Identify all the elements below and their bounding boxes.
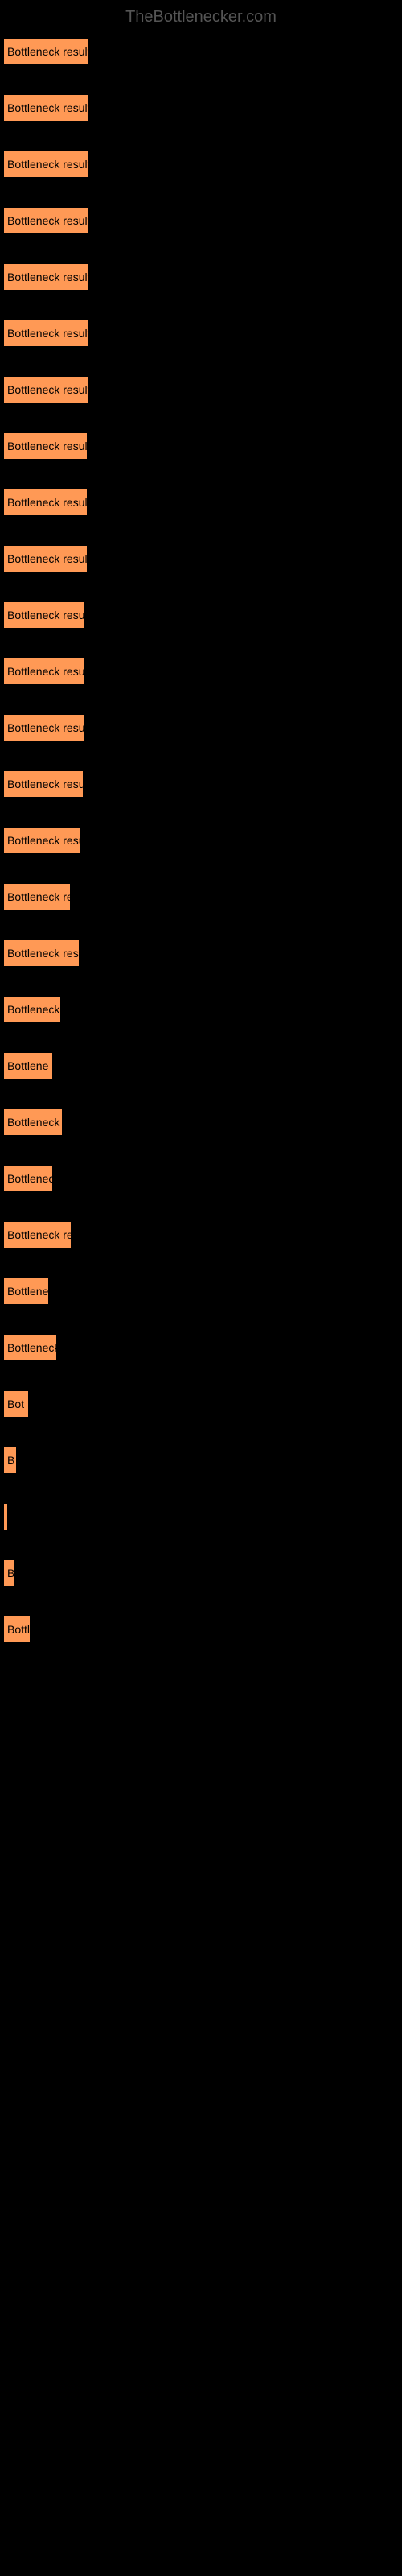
bar-label: B	[7, 1454, 14, 1467]
bar-row: Bottleneck result	[4, 39, 402, 64]
bar: Bottleneck result	[4, 95, 88, 121]
bar: B	[4, 1560, 14, 1586]
bar-row: Bottleneck result	[4, 208, 402, 233]
bar-row: Bottleneck res	[4, 1222, 402, 1248]
bar-label: Bottleneck result	[7, 270, 88, 283]
bar-row: Bottlenec	[4, 1166, 402, 1191]
bar-row: Bottlene	[4, 1278, 402, 1304]
bar-row: Bottleneck r	[4, 997, 402, 1022]
bar: Bottleneck result	[4, 828, 80, 853]
bar-row	[4, 1504, 402, 1530]
bar-row: Bottleneck re	[4, 884, 402, 910]
bar: Bottlene	[4, 1278, 48, 1304]
bar-row: Bottleneck result	[4, 151, 402, 177]
bar-label: Bottlene	[7, 1285, 48, 1298]
bar: Bottleneck result	[4, 433, 87, 459]
bar: Bottleneck result	[4, 320, 88, 346]
bar-row: B	[4, 1560, 402, 1586]
bar-row: Bottleneck result	[4, 433, 402, 459]
bar-label: Bottleneck result	[7, 327, 88, 340]
bar-row: Bottl	[4, 1616, 402, 1642]
bar-label: Bottleneck re	[7, 1116, 62, 1129]
header-text: TheBottlenecker.com	[125, 8, 277, 26]
bar: Bottleneck result	[4, 377, 88, 402]
chart-header: TheBottlenecker.com	[0, 0, 402, 31]
bar	[4, 1504, 7, 1530]
bar-row: Bottleneck result	[4, 828, 402, 853]
bar: Bottleneck result	[4, 771, 83, 797]
bar-label: Bottleneck result	[7, 45, 88, 58]
bar-row: Bottleneck result	[4, 264, 402, 290]
bar-row: Bottleneck result	[4, 715, 402, 741]
bar-label: Bottleneck result	[7, 440, 87, 452]
bar-row: Bottleneck result	[4, 95, 402, 121]
bar: Bottlene	[4, 1053, 52, 1079]
bar-row: Bottleneck result	[4, 320, 402, 346]
bar-row: Bottleneck re	[4, 1109, 402, 1135]
bar: Bottleneck result	[4, 264, 88, 290]
bar: Bottleneck result	[4, 39, 88, 64]
bar: Bottleneck result	[4, 546, 87, 572]
bar-row: B	[4, 1447, 402, 1473]
bar-label: Bottlene	[7, 1059, 48, 1072]
bar: Bottleneck	[4, 1335, 56, 1360]
bar-row: Bottleneck result	[4, 602, 402, 628]
bar-row: Bottlene	[4, 1053, 402, 1079]
bar: Bottlenec	[4, 1166, 52, 1191]
bar: Bottleneck res	[4, 1222, 71, 1248]
bar-label: Bottleneck result	[7, 158, 88, 171]
bar-label: Bot	[7, 1397, 24, 1410]
bar-row: Bot	[4, 1391, 402, 1417]
bar-label: Bottleneck	[7, 1341, 56, 1354]
bar-row: Bottleneck result	[4, 377, 402, 402]
bar: Bottleneck result	[4, 151, 88, 177]
bar-row: Bottleneck result	[4, 489, 402, 515]
bar: Bottleneck result	[4, 658, 84, 684]
bar-row: Bottleneck result	[4, 658, 402, 684]
bar-label: Bottleneck result	[7, 721, 84, 734]
bar: Bottleneck re	[4, 884, 70, 910]
bar-row: Bottleneck result	[4, 546, 402, 572]
bar-label: Bottleneck result	[7, 552, 87, 565]
bar-label: B	[7, 1567, 14, 1579]
bar: B	[4, 1447, 16, 1473]
bar-label: Bottleneck result	[7, 778, 83, 791]
bar-row: Bottleneck result	[4, 771, 402, 797]
bar-label: Bottleneck re	[7, 890, 70, 903]
bar-label: Bottl	[7, 1623, 30, 1636]
bar-label: Bottleneck result	[7, 665, 84, 678]
bar-row: Bottleneck	[4, 1335, 402, 1360]
bar-row: Bottleneck result	[4, 940, 402, 966]
bar: Bot	[4, 1391, 28, 1417]
bar: Bottleneck result	[4, 489, 87, 515]
bar-label: Bottleneck result	[7, 834, 80, 847]
bar-label: Bottleneck result	[7, 609, 84, 621]
bar: Bottl	[4, 1616, 30, 1642]
bar-label: Bottleneck result	[7, 947, 79, 960]
bar: Bottleneck result	[4, 208, 88, 233]
bar-chart: Bottleneck result Bottleneck result Bottle…	[0, 31, 402, 1642]
bar-label: Bottleneck result	[7, 383, 88, 396]
bar-label: Bottlenec	[7, 1172, 52, 1185]
bar-label: Bottleneck result	[7, 496, 87, 509]
bar-label: Bottleneck result	[7, 101, 88, 114]
bar: Bottleneck result	[4, 940, 79, 966]
bar: Bottleneck result	[4, 715, 84, 741]
bar: Bottleneck result	[4, 602, 84, 628]
bar: Bottleneck re	[4, 1109, 62, 1135]
bar-label: Bottleneck result	[7, 214, 88, 227]
bar-label: Bottleneck r	[7, 1003, 60, 1016]
bar-label: Bottleneck res	[7, 1228, 71, 1241]
bar: Bottleneck r	[4, 997, 60, 1022]
